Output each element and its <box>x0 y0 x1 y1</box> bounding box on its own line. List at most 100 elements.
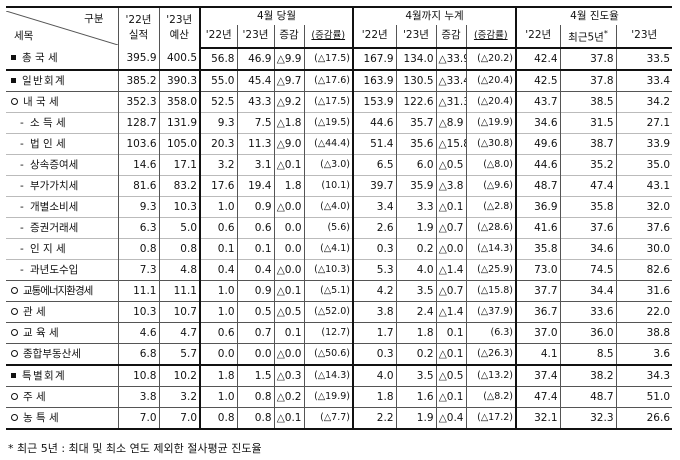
value-cell: 3.6 <box>615 342 673 365</box>
row-label-cell: 관 세 <box>6 300 118 322</box>
group-april: 4월 당월 <box>199 6 353 25</box>
value-cell: (△19.9) <box>465 111 517 133</box>
value-cell: 4.1 <box>515 342 561 365</box>
value-cell: 35.0 <box>615 153 673 175</box>
value-cell: △0.1 <box>273 279 304 301</box>
value-cell: 6.3 <box>117 216 159 238</box>
value-cell: (△8.2) <box>465 385 517 407</box>
value-cell: 43.3 <box>236 90 274 112</box>
value-cell: 4.2 <box>352 279 396 301</box>
value-cell: 0.9 <box>236 195 274 217</box>
table-row: -인 지 세 0.8 0.8 0.1 0.1 0.0 (△4.1) 0.3 0.2 △0.0 (△1… <box>6 237 673 259</box>
value-cell: 0.1 <box>435 321 466 343</box>
row-label: 부가가치세 <box>30 179 79 192</box>
value-cell: 38.8 <box>615 321 673 343</box>
header-row-2: '22년 '23년 증감 (증감률) '22년 '23년 증감 (증감률) '2… <box>6 25 673 49</box>
corner-diagonal <box>6 10 118 45</box>
row-label: 개별소비세 <box>30 200 79 213</box>
value-cell: △0.1 <box>435 342 466 365</box>
row-label-cell: -법 인 세 <box>6 132 118 154</box>
value-cell: 4.8 <box>158 258 200 280</box>
value-cell: 6.0 <box>395 153 436 175</box>
value-cell: 10.3 <box>158 195 200 217</box>
value-cell: 48.7 <box>515 174 561 196</box>
value-cell: △15.8 <box>435 132 466 154</box>
value-cell: (△15.8) <box>465 279 517 301</box>
value-cell: 128.7 <box>117 111 159 133</box>
value-cell: 31.6 <box>615 279 673 301</box>
square-bullet-icon <box>11 77 16 83</box>
value-cell: (△17.2) <box>465 406 517 430</box>
sub-prog-23: '23년 <box>615 25 673 49</box>
value-cell: 44.6 <box>515 153 561 175</box>
row-label-cell: 특 별 회 계 <box>6 363 118 386</box>
square-bullet-icon <box>11 55 16 60</box>
value-cell: 38.2 <box>559 363 617 386</box>
value-cell: 8.5 <box>559 342 617 365</box>
header-row-1: 구분 세목 '22년 실적 '23년 예산 4월 당월 4월까지 누계 4월 진도율 <box>6 6 673 48</box>
dash-bullet-icon: - <box>20 179 24 192</box>
value-cell: 1.0 <box>199 300 237 322</box>
table-row: - 증권거래세 6.3 5.0 0.6 0.6 0.0 (5.6) 2.6 1.9 △0.7 (△28… <box>6 216 673 238</box>
value-cell: 9.3 <box>117 195 159 217</box>
dash-bullet-icon: - <box>20 221 24 234</box>
row-label: 법 인 세 <box>30 137 66 150</box>
value-cell: 47.4 <box>559 174 617 196</box>
value-cell: 35.8 <box>515 237 561 259</box>
circle-bullet-icon <box>11 286 18 294</box>
col-22-label: '22년 <box>125 13 152 26</box>
value-cell: 9.3 <box>199 111 237 133</box>
value-cell: 35.7 <box>395 111 436 133</box>
corner-bottom-label: 세목 <box>14 29 34 42</box>
value-cell: 7.3 <box>117 258 159 280</box>
value-cell: △9.7 <box>273 68 304 91</box>
value-cell: 17.1 <box>158 153 200 175</box>
value-cell: (△10.3) <box>303 258 353 280</box>
row-label-cell: 교 육 세 <box>6 321 118 343</box>
row-label: 교통에너지환경세 <box>23 284 93 297</box>
value-cell: 3.5 <box>395 363 436 386</box>
value-cell: 1.9 <box>395 216 436 238</box>
value-cell: △0.4 <box>435 406 466 430</box>
value-cell: 1.8 <box>352 385 396 407</box>
value-cell: 33.4 <box>615 68 673 91</box>
value-cell: △0.1 <box>435 195 466 217</box>
row-label-cell: - 상속증여세 <box>6 153 118 175</box>
value-cell: 0.6 <box>236 216 274 238</box>
tax-revenue-table: 구분 세목 '22년 실적 '23년 예산 4월 당월 4월까지 누계 4월 진도율… <box>6 6 673 430</box>
value-cell: (△17.5) <box>303 47 353 70</box>
value-cell: 10.3 <box>117 300 159 322</box>
value-cell: (10.1) <box>303 174 353 196</box>
value-cell: 81.6 <box>117 174 159 196</box>
value-cell: (△2.8) <box>465 195 517 217</box>
value-cell: 35.8 <box>559 195 617 217</box>
value-cell: (12.7) <box>303 321 353 343</box>
table-row: - 상속증여세 14.6 17.1 3.2 3.1 △0.1 (△3.0) 6.5 6.0 △0.5… <box>6 153 673 175</box>
corner-cell: 구분 세목 <box>6 6 118 48</box>
table-row: 교통에너지환경세 11.1 11.1 1.0 0.9 △0.1 (△5.1) 4.2 3.5 △0… <box>6 279 673 301</box>
value-cell: 2.2 <box>352 406 396 430</box>
value-cell: △1.4 <box>435 258 466 280</box>
row-label-cell: 농 특 세 <box>6 406 118 430</box>
value-cell: 4.6 <box>117 321 159 343</box>
value-cell: 34.6 <box>559 237 617 259</box>
col-23-label: '23년 <box>166 13 193 26</box>
value-cell: △0.0 <box>273 195 304 217</box>
value-cell: 37.0 <box>515 321 561 343</box>
value-cell: 0.0 <box>273 216 304 238</box>
value-cell: △9.9 <box>273 47 304 70</box>
value-cell: 37.7 <box>515 279 561 301</box>
value-cell: 2.4 <box>395 300 436 322</box>
row-label-cell: - 개별소비세 <box>6 195 118 217</box>
value-cell: 0.0 <box>273 237 304 259</box>
value-cell: 1.0 <box>199 195 237 217</box>
sub-april-pct: (증감률) <box>303 25 353 49</box>
value-cell: △0.1 <box>435 385 466 407</box>
value-cell: 43.1 <box>615 174 673 196</box>
value-cell: (△20.4) <box>465 68 517 91</box>
value-cell: 122.6 <box>395 90 436 112</box>
value-cell: 1.8 <box>395 321 436 343</box>
table-row: 농 특 세 7.0 7.0 0.8 0.8 △0.1 (△7.7) 2.2 1.9 △0.4 (△1… <box>6 406 673 430</box>
value-cell: 7.0 <box>117 406 159 430</box>
value-cell: (△19.5) <box>303 111 353 133</box>
